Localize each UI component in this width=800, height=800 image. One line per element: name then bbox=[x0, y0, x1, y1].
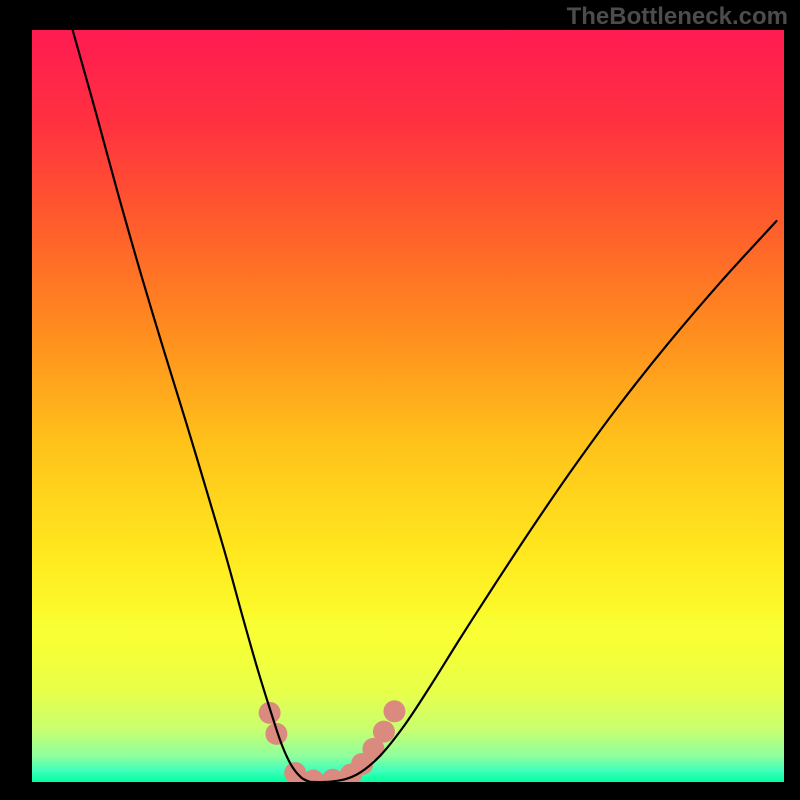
right-curve bbox=[310, 221, 776, 782]
watermark-text: TheBottleneck.com bbox=[567, 3, 788, 31]
outer-frame: TheBottleneck.com bbox=[0, 0, 800, 800]
data-marker bbox=[383, 700, 405, 722]
plot-area bbox=[32, 30, 784, 782]
data-marker bbox=[373, 721, 395, 743]
left-curve bbox=[73, 30, 311, 782]
curve-layer bbox=[32, 30, 784, 782]
